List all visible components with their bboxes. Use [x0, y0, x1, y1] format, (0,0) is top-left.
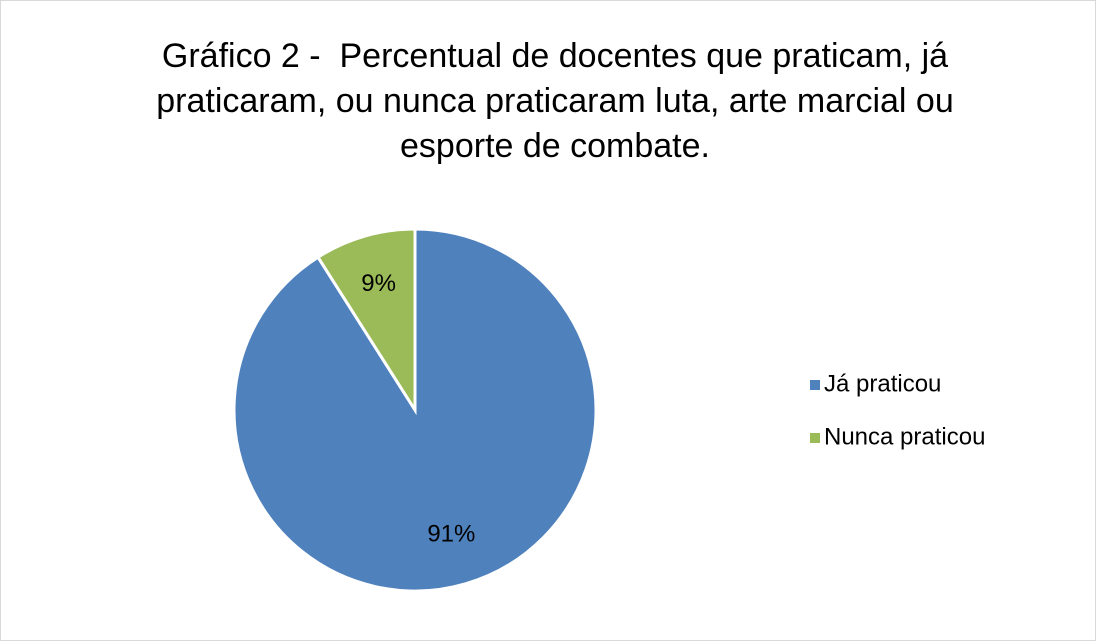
- pie-slice: [315, 227, 417, 416]
- legend-swatch: [810, 433, 820, 443]
- data-label: 9%: [361, 270, 396, 297]
- data-label: 91%: [427, 520, 475, 547]
- legend-swatch: [810, 380, 820, 390]
- chart-title: Gráfico 2 - Percentual de docentes que p…: [156, 37, 964, 165]
- legend-label: Já praticou: [824, 370, 941, 397]
- legend-label: Nunca praticou: [824, 423, 985, 450]
